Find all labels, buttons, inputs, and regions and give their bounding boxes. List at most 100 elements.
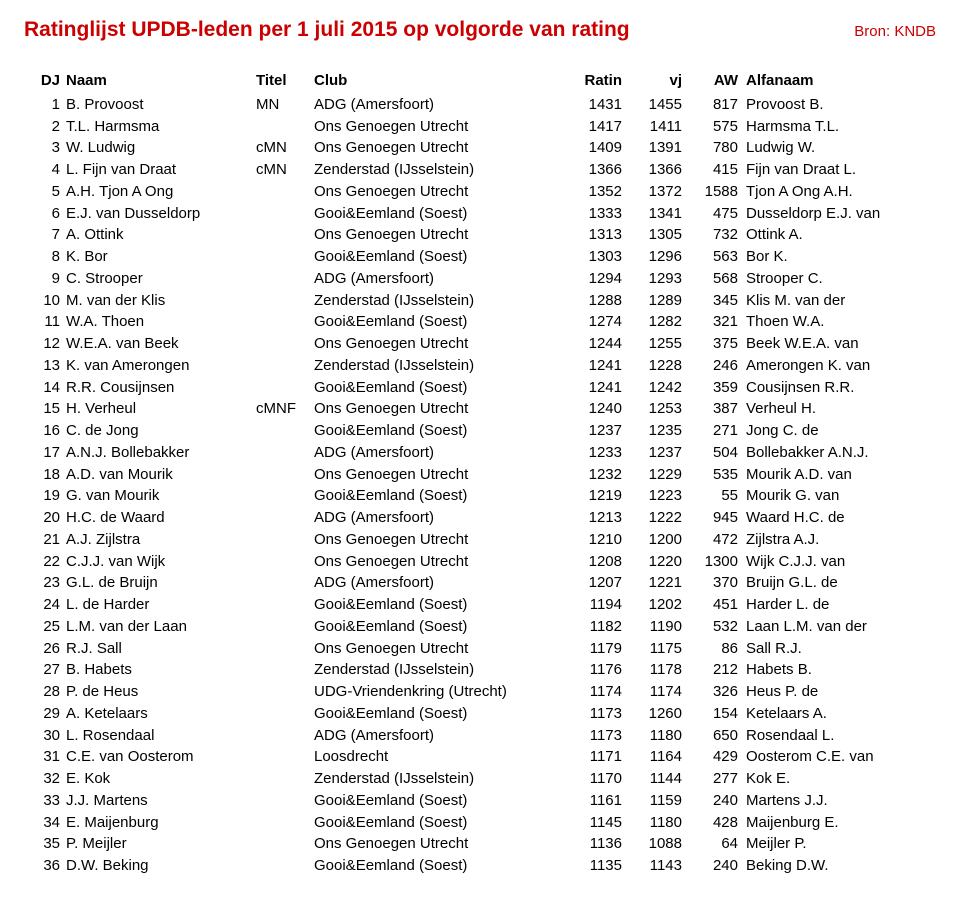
col-header-vj: vj xyxy=(622,70,682,92)
cell-ratin: 1313 xyxy=(562,224,622,246)
table-row: 18A.D. van MourikOns Genoegen Utrecht123… xyxy=(24,464,936,486)
cell-vj: 1200 xyxy=(622,529,682,551)
cell-vj: 1180 xyxy=(622,725,682,747)
cell-ratin: 1219 xyxy=(562,485,622,507)
cell-aw: 532 xyxy=(682,616,746,638)
table-row: 13K. van AmerongenZenderstad (IJsselstei… xyxy=(24,355,936,377)
table-row: 27B. HabetsZenderstad (IJsselstein)11761… xyxy=(24,659,936,681)
cell-club: ADG (Amersfoort) xyxy=(314,268,562,290)
cell-club: ADG (Amersfoort) xyxy=(314,725,562,747)
cell-dj: 23 xyxy=(24,572,66,594)
cell-alfa: Cousijnsen R.R. xyxy=(746,377,936,399)
table-row: 11W.A. ThoenGooi&Eemland (Soest)12741282… xyxy=(24,311,936,333)
cell-alfa: Wijk C.J.J. van xyxy=(746,551,936,573)
cell-alfa: Thoen W.A. xyxy=(746,311,936,333)
cell-vj: 1175 xyxy=(622,638,682,660)
cell-dj: 19 xyxy=(24,485,66,507)
cell-club: UDG-Vriendenkring (Utrecht) xyxy=(314,681,562,703)
cell-club: Zenderstad (IJsselstein) xyxy=(314,355,562,377)
cell-club: Zenderstad (IJsselstein) xyxy=(314,159,562,181)
cell-club: Ons Genoegen Utrecht xyxy=(314,529,562,551)
cell-vj: 1341 xyxy=(622,203,682,225)
cell-titel xyxy=(256,311,314,333)
cell-vj: 1372 xyxy=(622,181,682,203)
cell-vj: 1296 xyxy=(622,246,682,268)
cell-dj: 14 xyxy=(24,377,66,399)
cell-aw: 780 xyxy=(682,137,746,159)
table-row: 30L. RosendaalADG (Amersfoort)1173118065… xyxy=(24,725,936,747)
cell-aw: 451 xyxy=(682,594,746,616)
cell-naam: H.C. de Waard xyxy=(66,507,256,529)
cell-naam: L.M. van der Laan xyxy=(66,616,256,638)
cell-ratin: 1431 xyxy=(562,94,622,116)
cell-titel xyxy=(256,507,314,529)
cell-titel xyxy=(256,420,314,442)
cell-club: Gooi&Eemland (Soest) xyxy=(314,703,562,725)
cell-alfa: Bollebakker A.N.J. xyxy=(746,442,936,464)
cell-vj: 1220 xyxy=(622,551,682,573)
cell-alfa: Strooper C. xyxy=(746,268,936,290)
cell-naam: C. de Jong xyxy=(66,420,256,442)
cell-aw: 86 xyxy=(682,638,746,660)
table-row: 19G. van MourikGooi&Eemland (Soest)12191… xyxy=(24,485,936,507)
cell-dj: 17 xyxy=(24,442,66,464)
cell-alfa: Amerongen K. van xyxy=(746,355,936,377)
cell-club: Ons Genoegen Utrecht xyxy=(314,398,562,420)
cell-club: Ons Genoegen Utrecht xyxy=(314,137,562,159)
table-row: 14R.R. CousijnsenGooi&Eemland (Soest)124… xyxy=(24,377,936,399)
cell-titel xyxy=(256,116,314,138)
cell-naam: P. de Heus xyxy=(66,681,256,703)
cell-vj: 1289 xyxy=(622,290,682,312)
cell-aw: 240 xyxy=(682,790,746,812)
cell-alfa: Heus P. de xyxy=(746,681,936,703)
cell-club: Ons Genoegen Utrecht xyxy=(314,181,562,203)
cell-aw: 563 xyxy=(682,246,746,268)
cell-ratin: 1161 xyxy=(562,790,622,812)
cell-titel xyxy=(256,485,314,507)
cell-titel xyxy=(256,572,314,594)
cell-vj: 1229 xyxy=(622,464,682,486)
cell-naam: T.L. Harmsma xyxy=(66,116,256,138)
cell-titel xyxy=(256,290,314,312)
cell-ratin: 1136 xyxy=(562,833,622,855)
cell-titel: cMNF xyxy=(256,398,314,420)
cell-dj: 12 xyxy=(24,333,66,355)
cell-dj: 27 xyxy=(24,659,66,681)
cell-club: Zenderstad (IJsselstein) xyxy=(314,659,562,681)
cell-vj: 1178 xyxy=(622,659,682,681)
cell-ratin: 1182 xyxy=(562,616,622,638)
table-row: 31C.E. van OosteromLoosdrecht11711164429… xyxy=(24,746,936,768)
cell-titel: MN xyxy=(256,94,314,116)
cell-ratin: 1194 xyxy=(562,594,622,616)
cell-aw: 568 xyxy=(682,268,746,290)
cell-ratin: 1232 xyxy=(562,464,622,486)
cell-dj: 35 xyxy=(24,833,66,855)
col-header-dj: DJ xyxy=(24,70,66,92)
cell-titel xyxy=(256,181,314,203)
table-row: 25L.M. van der LaanGooi&Eemland (Soest)1… xyxy=(24,616,936,638)
cell-naam: W. Ludwig xyxy=(66,137,256,159)
cell-dj: 7 xyxy=(24,224,66,246)
cell-titel xyxy=(256,246,314,268)
cell-aw: 429 xyxy=(682,746,746,768)
cell-club: Gooi&Eemland (Soest) xyxy=(314,485,562,507)
table-row: 24L. de HarderGooi&Eemland (Soest)119412… xyxy=(24,594,936,616)
cell-ratin: 1240 xyxy=(562,398,622,420)
cell-titel xyxy=(256,703,314,725)
cell-dj: 29 xyxy=(24,703,66,725)
cell-titel xyxy=(256,833,314,855)
cell-vj: 1455 xyxy=(622,94,682,116)
cell-naam: E. Kok xyxy=(66,768,256,790)
cell-alfa: Provoost B. xyxy=(746,94,936,116)
header-line: Ratinglijst UPDB-leden per 1 juli 2015 o… xyxy=(24,18,936,42)
cell-club: ADG (Amersfoort) xyxy=(314,507,562,529)
cell-naam: L. Fijn van Draat xyxy=(66,159,256,181)
cell-dj: 11 xyxy=(24,311,66,333)
cell-club: Gooi&Eemland (Soest) xyxy=(314,855,562,877)
cell-naam: L. Rosendaal xyxy=(66,725,256,747)
table-row: 1B. ProvoostMNADG (Amersfoort)1431145581… xyxy=(24,94,936,116)
cell-alfa: Dusseldorp E.J. van xyxy=(746,203,936,225)
cell-aw: 535 xyxy=(682,464,746,486)
cell-ratin: 1171 xyxy=(562,746,622,768)
col-header-naam: Naam xyxy=(66,70,256,92)
